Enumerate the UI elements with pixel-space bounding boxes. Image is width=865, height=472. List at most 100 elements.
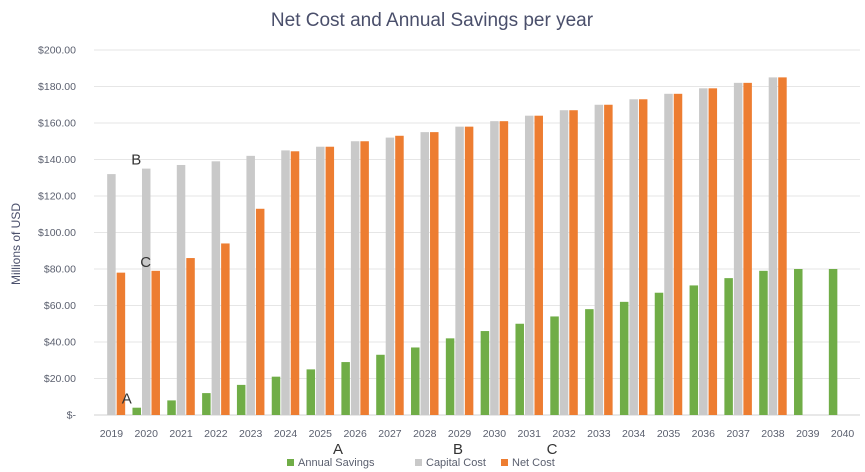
annual-savings-bar [306, 369, 316, 415]
net-cost-bar [116, 272, 126, 415]
annual-savings-bar [550, 316, 559, 415]
y-tick-label: $60.00 [44, 300, 76, 312]
x-tick-label: 2024 [274, 428, 298, 440]
annual-savings-bar [759, 270, 768, 415]
annual-savings-bar [271, 376, 281, 415]
net-cost-bar [186, 258, 195, 415]
net-cost-legend-swatch [501, 459, 508, 466]
annual-savings-bar [794, 269, 803, 415]
capital-cost-bar [490, 121, 499, 416]
x-tick-label: 2040 [831, 428, 855, 440]
capital-cost-bar [176, 164, 186, 415]
capital-cost-bar [281, 150, 290, 415]
y-axis-label: Millions of USD [9, 203, 23, 285]
annual-savings-bar [619, 301, 629, 415]
net-cost-bar [151, 270, 160, 415]
x-tick-label: 2019 [100, 428, 124, 440]
y-tick-label: $20.00 [44, 373, 76, 385]
annual-savings-bar [515, 323, 524, 415]
capital-cost-bar [455, 126, 464, 416]
annual-savings-bar [828, 269, 838, 415]
x-tick-label: 2035 [657, 428, 681, 440]
net-cost-bar [221, 243, 230, 415]
x-tick-label: 2025 [309, 428, 333, 440]
capital-cost-bar [559, 110, 569, 415]
net-cost-bar [325, 146, 335, 415]
capital-cost-bar [107, 174, 116, 415]
y-tick-label: $80.00 [44, 264, 76, 276]
net-cost-bar [430, 132, 439, 415]
capital-cost-bar [211, 161, 221, 415]
capital-cost-bar [664, 93, 673, 416]
annual-savings-bar [202, 393, 211, 415]
x-tick-label: 2036 [692, 428, 716, 440]
y-tick-label: $180.00 [38, 81, 76, 93]
net-cost-bar [395, 135, 404, 415]
net-cost-bar [290, 151, 300, 415]
net-cost-bar [569, 110, 578, 415]
x-tick-label: 2026 [343, 428, 367, 440]
annual-savings-bar [411, 347, 420, 415]
x-tick-label: 2028 [413, 428, 437, 440]
y-tick-label: $120.00 [38, 191, 76, 203]
y-tick-label: $40.00 [44, 337, 76, 349]
x-tick-label: 2034 [622, 428, 646, 440]
annual-savings-bar [724, 278, 733, 415]
x-tick-label: 2029 [448, 428, 472, 440]
annual-savings-bar [689, 285, 699, 415]
net-cost-bar [464, 126, 474, 416]
capital-cost-bar [733, 82, 743, 415]
capital-cost-bar [246, 155, 255, 415]
y-tick-label: $200.00 [38, 45, 76, 57]
x-tick-label: 2032 [552, 428, 576, 440]
capital-cost-bar [768, 77, 778, 415]
annual-savings-bar [376, 354, 385, 415]
annotations-group: A B C [122, 152, 152, 408]
y-tick-label: $140.00 [38, 154, 76, 166]
capital-cost-bar [385, 137, 395, 415]
x-tick-label: 2021 [169, 428, 193, 440]
annotation-label: C [140, 254, 151, 271]
x-tick-label: 2030 [483, 428, 507, 440]
capital-cost-bar [420, 132, 430, 415]
annual-savings-bar [480, 331, 490, 415]
capital-cost-bar [141, 168, 151, 415]
capital-cost-bar [629, 99, 638, 416]
x-axis-ticks: 2019 2020 2021 2022 2023 2024 2025 2026 2027 2028… [100, 428, 855, 440]
x-tick-label: 2039 [796, 428, 820, 440]
x-tick-label: 2031 [518, 428, 542, 440]
net-cost-bar [499, 121, 509, 416]
annual-savings-legend-swatch [287, 459, 294, 466]
net-cost-bar [534, 115, 543, 415]
y-axis-ticks: $- $20.00 $40.00 $60.00 $80.00 $100.00 $120.00… [38, 45, 76, 422]
annual-savings-bar [132, 407, 141, 415]
net-cost-bar [778, 77, 787, 415]
annual-savings-bar [654, 292, 664, 415]
x-tick-label: 2033 [587, 428, 611, 440]
net-cost-bar [638, 99, 648, 416]
annual-savings-legend-label: Annual Savings [298, 457, 375, 469]
capital-cost-bar [316, 146, 325, 415]
net-cost-bar [743, 82, 752, 415]
x-tick-label: 2023 [239, 428, 263, 440]
x-tick-label: 2037 [726, 428, 750, 440]
net-cost-bar [708, 88, 718, 415]
annual-savings-bar [236, 384, 246, 415]
y-tick-label: $- [67, 410, 77, 422]
legend-annotation-label: B [453, 441, 463, 458]
bars-group [107, 77, 838, 416]
annotation-label: A [122, 391, 132, 408]
net-cost-bar [255, 208, 265, 415]
x-tick-label: 2027 [378, 428, 402, 440]
net-cost-bar [673, 93, 683, 416]
net-cost-bar [360, 141, 369, 415]
x-tick-label: 2038 [761, 428, 785, 440]
annotation-label: B [131, 152, 141, 169]
annual-savings-bar [445, 338, 455, 415]
chart-title: Net Cost and Annual Savings per year [271, 10, 594, 31]
capital-cost-bar [699, 88, 708, 415]
y-tick-label: $100.00 [38, 227, 76, 239]
capital-cost-legend-swatch [415, 459, 422, 466]
x-tick-label: 2020 [135, 428, 159, 440]
